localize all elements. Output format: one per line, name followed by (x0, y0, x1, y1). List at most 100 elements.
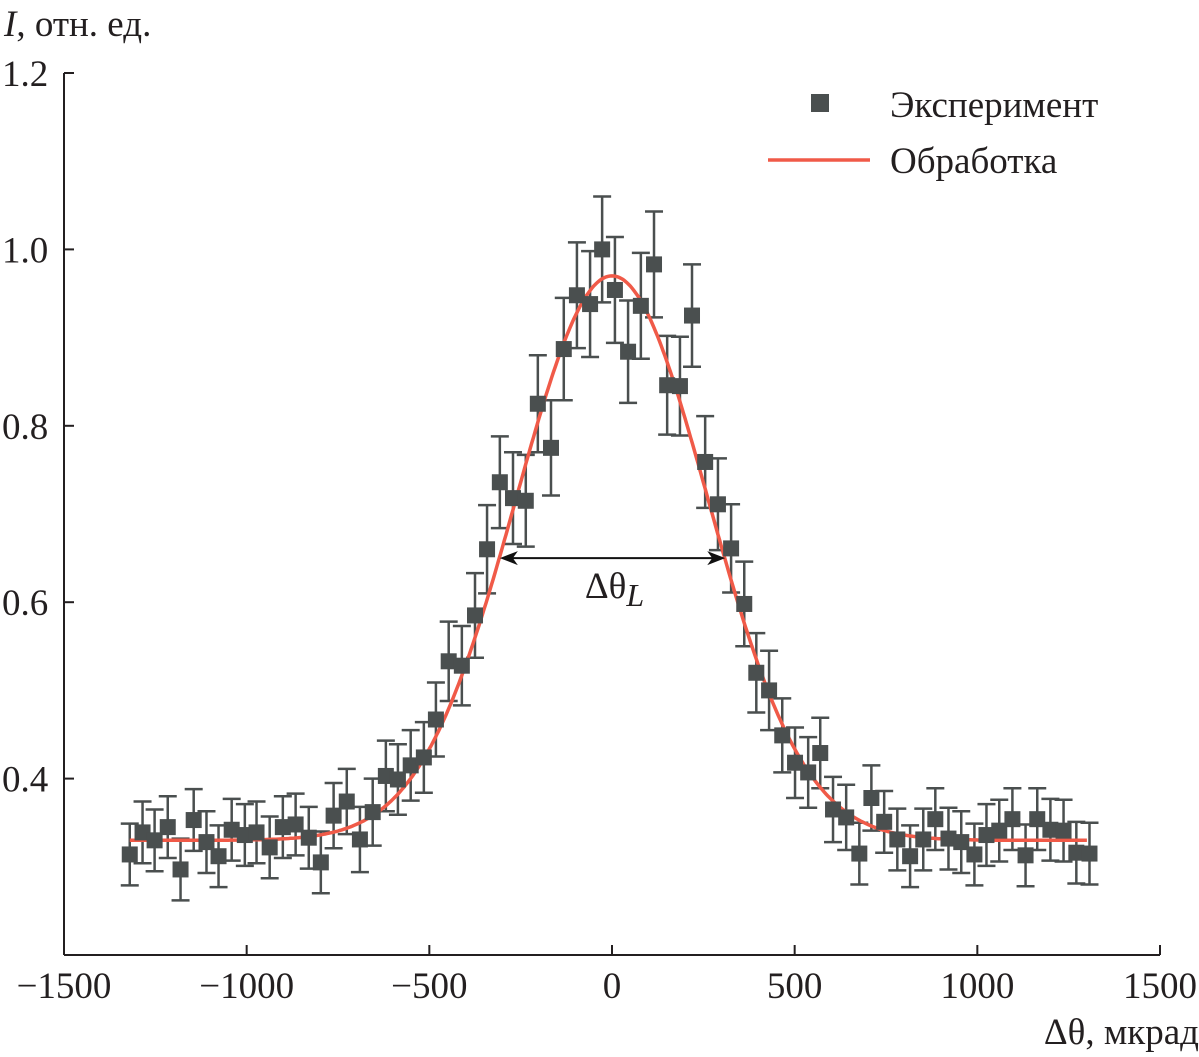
data-point (594, 241, 611, 258)
data-point (172, 861, 189, 878)
data-point (453, 657, 470, 674)
data-point (838, 809, 855, 826)
data-point (312, 854, 329, 871)
data-point (325, 807, 342, 824)
y-tick-label: 1.2 (2, 54, 48, 95)
data-point (825, 801, 842, 818)
data-point (915, 831, 932, 848)
data-point (927, 811, 944, 828)
legend-label-fit: Обработка (890, 141, 1057, 182)
data-point (902, 848, 919, 865)
data-point (338, 793, 355, 810)
arrow-head-left (499, 551, 518, 566)
data-point (876, 813, 893, 830)
data-point (620, 343, 637, 360)
data-point (646, 256, 663, 273)
data-point (351, 831, 368, 848)
data-point (491, 474, 508, 491)
data-point (198, 834, 215, 851)
data-point (1055, 822, 1072, 839)
data-point (1042, 821, 1059, 838)
y-tick-label: 0.8 (2, 407, 48, 448)
data-points (121, 241, 1098, 878)
data-point (851, 845, 868, 862)
data-point (134, 824, 151, 841)
y-axis-label: I, отн. ед. (3, 4, 151, 45)
data-point (632, 297, 649, 314)
data-point (427, 711, 444, 728)
data-point (261, 839, 278, 856)
data-point (709, 496, 726, 513)
data-point (529, 395, 546, 412)
data-point (364, 804, 381, 821)
data-point (889, 831, 906, 848)
data-point (185, 812, 202, 829)
data-point (210, 848, 227, 865)
x-tick-label: 1000 (940, 966, 1014, 1007)
x-tick-label: −500 (391, 966, 467, 1007)
data-point (684, 307, 701, 324)
data-point (1081, 845, 1098, 862)
x-axis-label: Δθ, мкрад (1044, 1012, 1199, 1053)
legend: Эксперимент Обработка (768, 85, 1098, 182)
data-point (568, 287, 585, 304)
data-point (787, 754, 804, 771)
data-point (671, 378, 688, 395)
fwhm-label: ΔθL (585, 566, 644, 613)
data-point (659, 377, 676, 394)
data-point (863, 790, 880, 807)
data-point (389, 771, 406, 788)
data-point (402, 757, 419, 774)
x-tick-label: −1500 (17, 966, 112, 1007)
data-point (723, 540, 740, 557)
data-point (467, 607, 483, 624)
arrow-head-right (707, 551, 726, 566)
data-point (274, 819, 291, 836)
data-point (300, 829, 317, 846)
data-point (953, 834, 970, 851)
data-point (1068, 844, 1085, 861)
data-point (1004, 811, 1021, 828)
data-point (800, 764, 817, 781)
data-point (287, 816, 304, 833)
data-point (479, 541, 496, 558)
data-point (542, 439, 559, 456)
error-bars (120, 195, 1099, 902)
x-tick-label: 0 (603, 966, 622, 1007)
legend-label-points: Эксперимент (890, 85, 1098, 126)
data-point (415, 749, 432, 766)
data-point (991, 822, 1008, 839)
data-point (121, 846, 138, 863)
data-point (555, 341, 572, 358)
data-point (517, 492, 534, 509)
y-tick-label: 0.6 (2, 583, 48, 624)
data-point (248, 824, 265, 841)
data-point (812, 745, 829, 762)
y-tick-label: 0.4 (2, 760, 48, 801)
data-point (146, 832, 163, 849)
y-tick-label: 1.0 (2, 230, 48, 271)
data-point (966, 846, 983, 863)
fwhm-annotation: ΔθL (499, 551, 726, 613)
data-point (1017, 847, 1034, 864)
data-point (606, 281, 623, 298)
data-point (582, 296, 599, 313)
data-point (774, 727, 791, 744)
data-point (223, 821, 240, 838)
data-point (736, 595, 753, 612)
data-point (1029, 811, 1046, 828)
axes: −1500 −1000 −500 0 500 1000 1500 0.4 0.6 0.8 1.0 1.… (2, 54, 1197, 1007)
legend-marker-points (811, 94, 829, 112)
x-tick-label: −1000 (199, 966, 294, 1007)
data-point (761, 682, 778, 699)
data-point (377, 767, 394, 784)
data-point (697, 453, 714, 470)
data-point (940, 830, 957, 847)
data-point (440, 653, 457, 670)
data-point (978, 827, 995, 844)
data-point (504, 490, 521, 507)
x-tick-label: 500 (767, 966, 823, 1007)
data-point (748, 664, 765, 681)
x-tick-label: 1500 (1123, 966, 1197, 1007)
